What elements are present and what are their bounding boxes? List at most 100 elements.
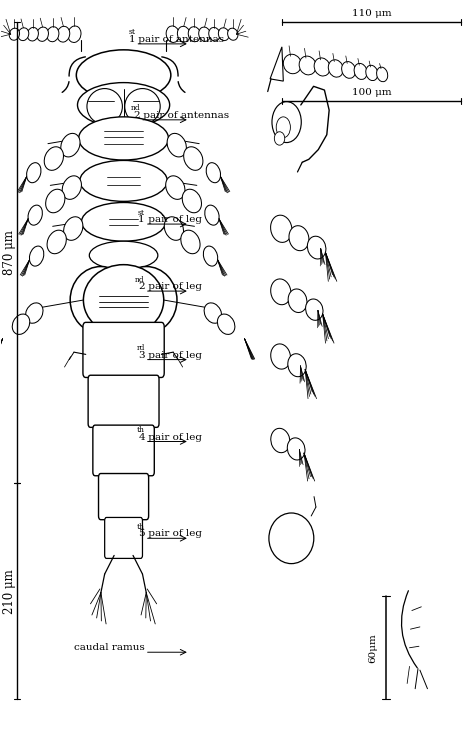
Ellipse shape [164, 217, 183, 240]
Ellipse shape [27, 28, 38, 41]
Ellipse shape [166, 176, 185, 199]
Text: 1: 1 [129, 35, 136, 44]
Ellipse shape [36, 27, 48, 41]
Ellipse shape [9, 28, 19, 40]
Ellipse shape [289, 226, 309, 251]
Ellipse shape [26, 303, 43, 323]
FancyBboxPatch shape [83, 322, 164, 377]
Ellipse shape [76, 50, 171, 101]
Ellipse shape [366, 65, 378, 81]
Ellipse shape [287, 438, 305, 460]
Ellipse shape [276, 117, 291, 138]
Ellipse shape [204, 303, 222, 323]
Ellipse shape [87, 89, 122, 125]
Ellipse shape [283, 54, 301, 74]
Ellipse shape [271, 344, 291, 369]
Ellipse shape [314, 58, 330, 76]
Ellipse shape [306, 299, 323, 320]
Ellipse shape [299, 56, 316, 75]
Text: 2: 2 [134, 111, 140, 120]
FancyBboxPatch shape [88, 375, 159, 427]
Text: pair of leg: pair of leg [145, 351, 202, 360]
Ellipse shape [80, 160, 167, 201]
Ellipse shape [83, 265, 164, 336]
Ellipse shape [218, 314, 235, 334]
Text: st: st [138, 209, 145, 216]
Ellipse shape [203, 246, 218, 266]
Ellipse shape [199, 27, 210, 41]
Text: rd: rd [137, 344, 145, 352]
Ellipse shape [182, 189, 201, 213]
Ellipse shape [79, 117, 168, 160]
Text: th: th [137, 426, 145, 434]
Ellipse shape [82, 202, 165, 241]
Ellipse shape [177, 26, 190, 42]
Text: pair of antennas: pair of antennas [136, 35, 225, 44]
Text: st: st [128, 28, 136, 37]
Ellipse shape [288, 289, 307, 313]
Text: 60μm: 60μm [369, 633, 378, 662]
Text: 100 μm: 100 μm [352, 89, 392, 98]
Text: 1: 1 [138, 215, 145, 224]
Ellipse shape [116, 266, 177, 333]
Ellipse shape [307, 236, 326, 259]
Ellipse shape [57, 26, 70, 42]
FancyBboxPatch shape [105, 518, 143, 559]
Text: pair of leg: pair of leg [145, 530, 202, 539]
Ellipse shape [64, 217, 83, 240]
Text: 3: 3 [138, 351, 145, 360]
Ellipse shape [27, 163, 41, 183]
FancyBboxPatch shape [99, 474, 149, 520]
Ellipse shape [219, 28, 229, 40]
Ellipse shape [46, 189, 65, 213]
Ellipse shape [18, 28, 29, 40]
Ellipse shape [12, 314, 30, 334]
Ellipse shape [342, 62, 356, 78]
Text: pair of leg: pair of leg [145, 282, 202, 291]
Ellipse shape [183, 147, 203, 170]
Ellipse shape [68, 26, 81, 43]
FancyBboxPatch shape [93, 425, 155, 476]
Ellipse shape [209, 28, 220, 41]
Ellipse shape [269, 513, 314, 564]
Ellipse shape [328, 60, 343, 77]
Text: 4: 4 [138, 433, 145, 442]
Ellipse shape [271, 428, 290, 453]
Ellipse shape [271, 279, 291, 304]
Ellipse shape [354, 63, 367, 80]
Text: nd: nd [135, 275, 145, 283]
Ellipse shape [47, 27, 59, 42]
Text: 210 μm: 210 μm [3, 568, 16, 613]
Text: caudal ramus: caudal ramus [74, 643, 145, 652]
Text: nd: nd [130, 104, 140, 113]
Ellipse shape [77, 83, 170, 128]
Ellipse shape [62, 176, 82, 199]
Ellipse shape [61, 134, 80, 157]
Text: pair of leg: pair of leg [145, 433, 202, 442]
Text: 5: 5 [138, 530, 145, 539]
Ellipse shape [125, 89, 160, 125]
Ellipse shape [272, 101, 301, 142]
Ellipse shape [206, 163, 220, 183]
Polygon shape [270, 47, 283, 81]
Text: pair of antennas: pair of antennas [140, 111, 229, 120]
Ellipse shape [205, 205, 219, 225]
Ellipse shape [70, 266, 132, 333]
Ellipse shape [188, 27, 201, 42]
Ellipse shape [166, 26, 179, 43]
Ellipse shape [44, 147, 64, 170]
Ellipse shape [89, 241, 158, 269]
Text: 110 μm: 110 μm [352, 9, 392, 18]
Ellipse shape [274, 132, 285, 145]
Ellipse shape [271, 215, 292, 242]
Ellipse shape [28, 205, 42, 225]
Ellipse shape [29, 246, 44, 266]
Ellipse shape [47, 231, 66, 254]
Text: pair of leg: pair of leg [145, 215, 202, 224]
Text: 870 μm: 870 μm [3, 230, 16, 275]
Ellipse shape [167, 134, 186, 157]
Ellipse shape [376, 67, 388, 82]
Ellipse shape [181, 231, 200, 254]
Ellipse shape [288, 354, 306, 377]
Text: 2: 2 [138, 282, 145, 291]
